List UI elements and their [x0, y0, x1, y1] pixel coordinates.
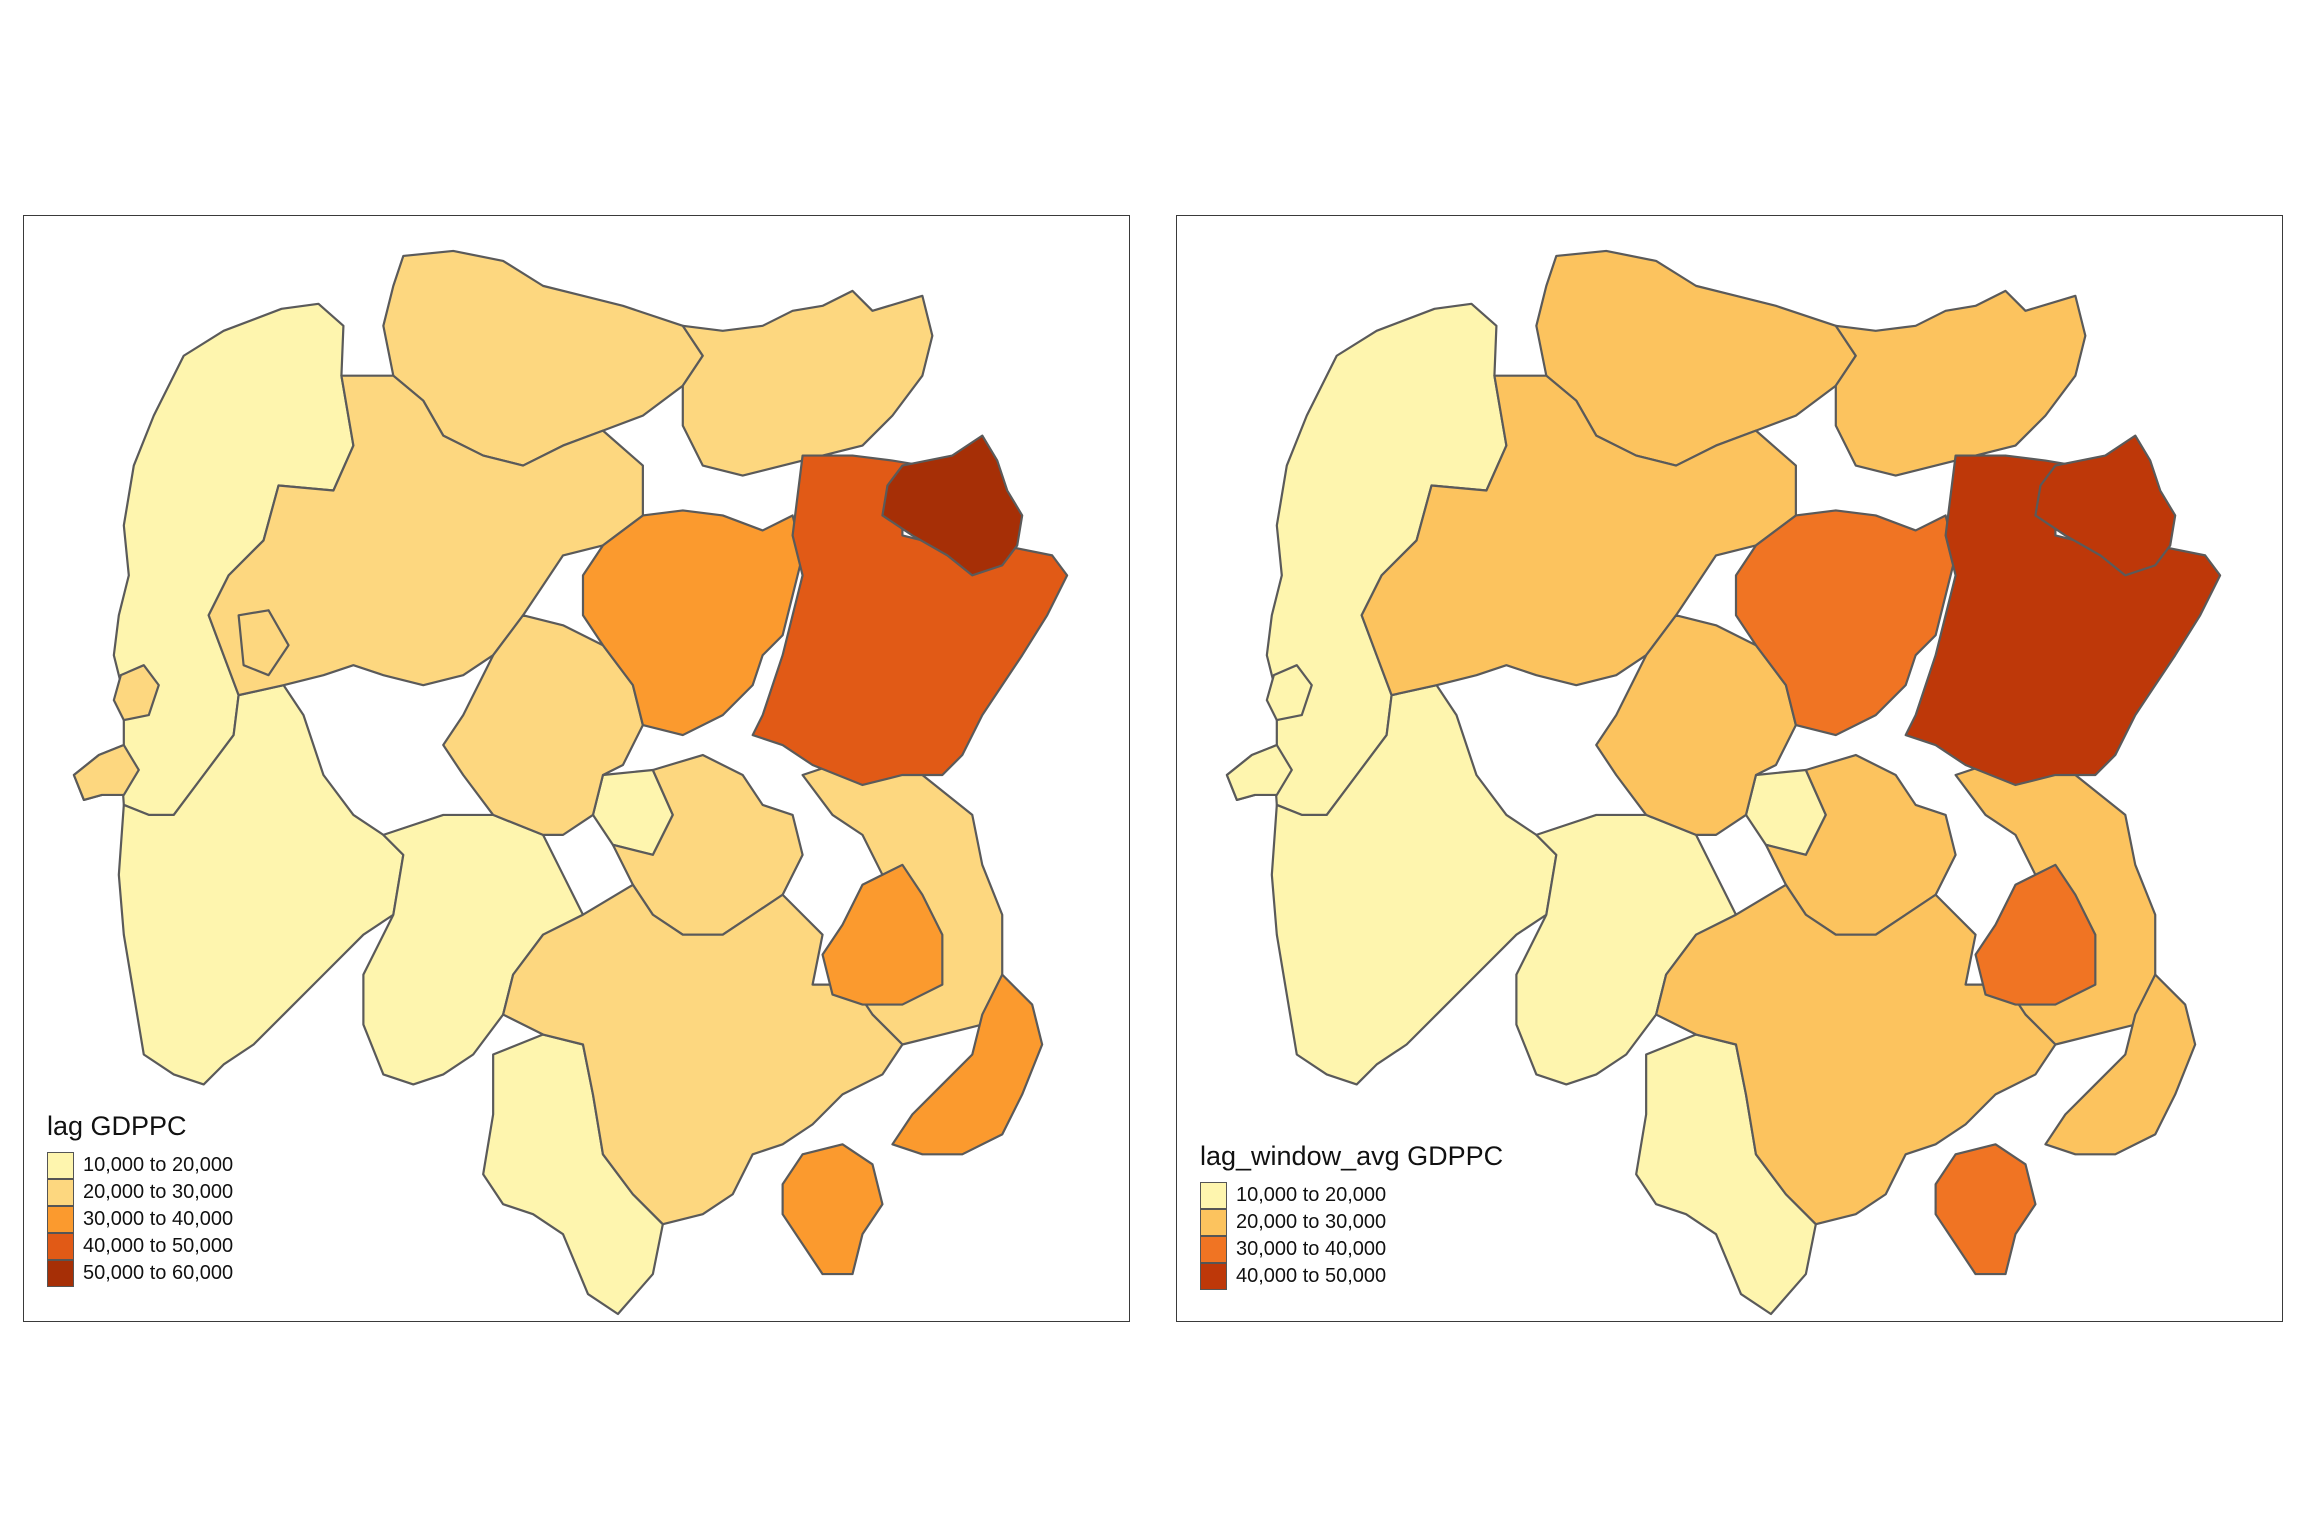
- legend-title: lag_window_avg GDPPC: [1200, 1141, 1504, 1171]
- legend: lag_window_avg GDPPC 10,000 to 20,000 20…: [1200, 1141, 1503, 1290]
- choropleth-map: [1225, 249, 2222, 1316]
- legend-label: 30,000 to 40,000: [1236, 1238, 1387, 1260]
- legend-swatch: [47, 1152, 74, 1179]
- regions-group: [1225, 249, 2222, 1316]
- map-region: [1360, 374, 1797, 697]
- legend-label: 30,000 to 40,000: [83, 1208, 234, 1230]
- legend-swatch: [1200, 1182, 1227, 1209]
- legend-label: 20,000 to 30,000: [1236, 1211, 1387, 1233]
- legend-swatch: [1200, 1263, 1227, 1290]
- legend-swatch: [47, 1179, 74, 1206]
- map-region: [1974, 863, 2097, 1006]
- map-region: [891, 973, 1044, 1156]
- map-region: [2034, 434, 2177, 577]
- map-region: [681, 289, 934, 477]
- map-region: [1734, 509, 1957, 737]
- legend-item: 30,000 to 40,000: [47, 1206, 233, 1233]
- map-region: [112, 664, 160, 722]
- legend-label: 40,000 to 50,000: [83, 1235, 234, 1257]
- legend-swatch: [47, 1260, 74, 1287]
- legend-item: 10,000 to 20,000: [47, 1152, 233, 1179]
- legend-swatch: [47, 1233, 74, 1260]
- legend-label: 50,000 to 60,000: [83, 1262, 234, 1284]
- legend-swatch: [1200, 1209, 1227, 1236]
- legend-label: 40,000 to 50,000: [1236, 1265, 1387, 1287]
- map-region: [1225, 743, 1293, 802]
- legend-item: 50,000 to 60,000: [47, 1260, 233, 1287]
- map-panel-lag-window-avg-gdppc: lag_window_avg GDPPC 10,000 to 20,000 20…: [1176, 215, 2283, 1322]
- legend-label: 10,000 to 20,000: [83, 1154, 234, 1176]
- map-region: [237, 609, 290, 677]
- legend-item: 40,000 to 50,000: [47, 1233, 233, 1260]
- map-region: [1834, 289, 2087, 477]
- map-region: [821, 863, 944, 1006]
- legend-item: 20,000 to 30,000: [1200, 1209, 1503, 1236]
- choropleth-map: [72, 249, 1069, 1316]
- map-region: [442, 614, 644, 836]
- legend-item: 40,000 to 50,000: [1200, 1263, 1503, 1290]
- map-region: [1655, 883, 2057, 1226]
- legend-item: 20,000 to 30,000: [47, 1179, 233, 1206]
- map-region: [2044, 973, 2197, 1156]
- legend-item: 30,000 to 40,000: [1200, 1236, 1503, 1263]
- map-region: [502, 883, 904, 1226]
- map-region: [881, 434, 1024, 577]
- legend-title: lag GDPPC: [47, 1111, 187, 1141]
- map-region: [581, 509, 804, 737]
- map-region: [1595, 614, 1797, 836]
- map-region: [781, 1143, 884, 1276]
- map-region: [1265, 664, 1313, 722]
- legend-item: 10,000 to 20,000: [1200, 1182, 1503, 1209]
- map-region: [1934, 1143, 2037, 1276]
- legend-label: 10,000 to 20,000: [1236, 1184, 1387, 1206]
- legend-swatch: [1200, 1236, 1227, 1263]
- map-region: [72, 743, 140, 802]
- legend-label: 20,000 to 30,000: [83, 1181, 234, 1203]
- legend-swatch: [47, 1206, 74, 1233]
- map-region: [207, 374, 644, 697]
- map-panel-lag-gdppc: lag GDPPC 10,000 to 20,000 20,000 to 30,…: [23, 215, 1130, 1322]
- regions-group: [72, 249, 1069, 1316]
- legend: lag GDPPC 10,000 to 20,000 20,000 to 30,…: [47, 1111, 233, 1287]
